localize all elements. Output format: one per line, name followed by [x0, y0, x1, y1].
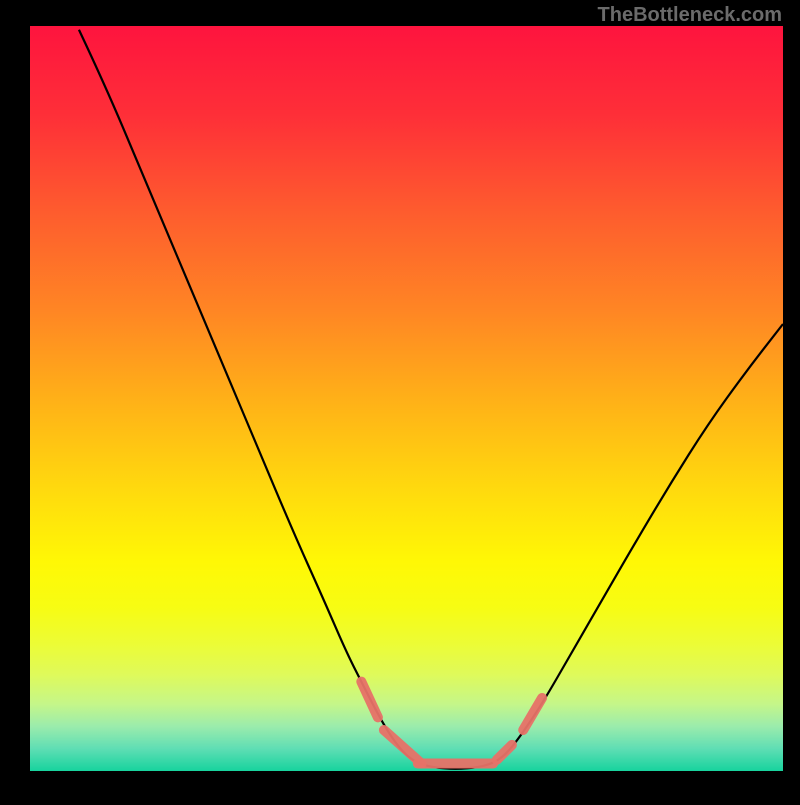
- watermark-text: TheBottleneck.com: [598, 4, 782, 27]
- bottleneck-chart: [0, 0, 800, 800]
- chart-svg: [0, 0, 800, 800]
